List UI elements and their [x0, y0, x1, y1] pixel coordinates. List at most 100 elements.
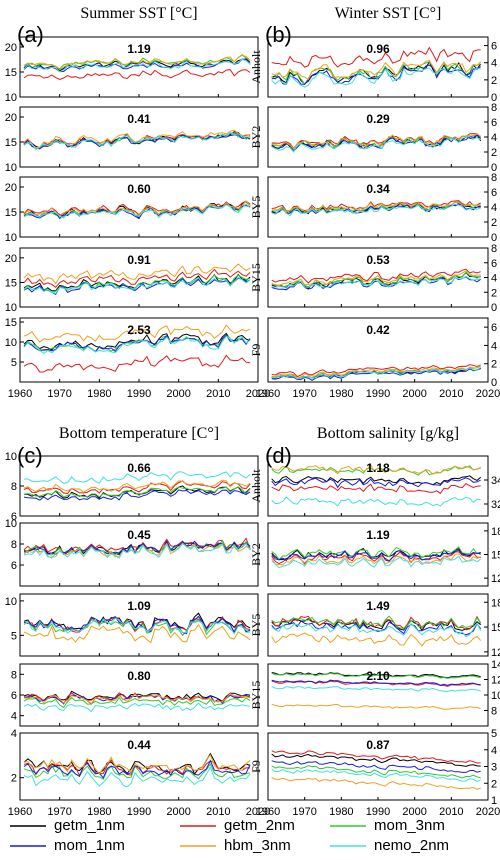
- y-tick-label: 6: [491, 258, 497, 270]
- y-tick-label: 8: [491, 243, 497, 255]
- series-line-mom_3nm: [271, 61, 481, 85]
- series-line-getm_1nm: [271, 753, 481, 767]
- panel-frame: [19, 663, 259, 727]
- y-tick-label: 20: [5, 112, 17, 124]
- x-tick-label: 2020: [476, 388, 500, 400]
- x-tick-label: 2000: [402, 388, 426, 400]
- series-line-nemo_2nm: [23, 617, 251, 635]
- y-tick-label: 8: [491, 102, 497, 114]
- y-tick-label: 4: [11, 711, 17, 723]
- station-label: BY2: [249, 543, 263, 566]
- series-line-nemo_2nm: [271, 555, 481, 569]
- legend-label-nemo_2nm: nemo_2nm: [374, 837, 449, 854]
- series-line-mom_1nm: [23, 58, 251, 73]
- series-group: [23, 537, 251, 559]
- x-tick-label: 1980: [329, 806, 353, 818]
- x-tick-label: 2000: [402, 806, 426, 818]
- panel-letter: (a): [17, 22, 44, 47]
- panel-frame: [19, 36, 259, 98]
- x-tick-label: 2010: [206, 806, 230, 818]
- panel-value-label: 1.19: [127, 42, 151, 56]
- x-tick-label: 2000: [166, 388, 190, 400]
- panel: 240.44: [11, 728, 259, 801]
- panel-value-label: 1.19: [366, 528, 390, 542]
- y-tick-label: 15: [5, 317, 17, 329]
- series-line-getm_2nm: [23, 480, 251, 495]
- x-tick-label: 1990: [127, 388, 151, 400]
- x-tick-label: 1980: [87, 388, 111, 400]
- series-line-hbm_3nm: [23, 200, 251, 217]
- series-line-getm_2nm: [271, 615, 482, 631]
- x-tick-label: 1980: [87, 806, 111, 818]
- series-line-nemo_2nm: [271, 136, 481, 153]
- y-tick-label: 8: [11, 669, 17, 681]
- panel: 12 15 18 1.19 BY2: [249, 522, 500, 587]
- series-line-hbm_3nm: [23, 693, 251, 705]
- series-line-nemo_2nm: [271, 203, 481, 217]
- panel-frame: [19, 317, 259, 383]
- series-group: [271, 546, 481, 569]
- series-group: [23, 200, 251, 220]
- panel-frame: [267, 732, 489, 801]
- series-line-hbm_3nm: [23, 623, 251, 644]
- panel: 32 34 1.18 Anholt: [249, 455, 500, 517]
- x-tick-label: 2010: [439, 806, 463, 818]
- series-line-mom_3nm: [23, 486, 251, 498]
- panel-value-label: 0.53: [366, 253, 390, 267]
- y-tick-label: 32: [491, 499, 500, 511]
- legend-label-mom_3nm: mom_3nm: [374, 817, 445, 834]
- panel: 12 15 18 1.49 BY5: [249, 593, 500, 659]
- y-tick-label: 12: [491, 647, 500, 659]
- series-line-getm_2nm: [271, 551, 481, 565]
- series-line-nemo_2nm: [23, 131, 251, 151]
- x-tick-label: 2000: [166, 806, 190, 818]
- series-line-nemo_2nm: [271, 366, 482, 380]
- series-group: [271, 463, 482, 507]
- panel: 5 10 15 2.53: [5, 317, 259, 383]
- y-tick-label: 4: [491, 58, 497, 70]
- series-line-hbm_3nm: [271, 703, 481, 710]
- y-tick-label: 15: [5, 207, 17, 219]
- series-line-nemo_2nm: [271, 496, 481, 507]
- series-group: [23, 471, 251, 501]
- series-line-getm_1nm: [23, 690, 251, 703]
- series-line-hbm_3nm: [23, 324, 251, 343]
- series-line-nemo_2nm: [271, 67, 481, 88]
- y-tick-label: 3: [491, 762, 497, 774]
- panel-frame: [267, 176, 489, 238]
- y-tick-label: 8: [491, 706, 497, 718]
- x-tick-label: 2010: [206, 388, 230, 400]
- y-tick-label: 8: [11, 539, 17, 551]
- y-tick-label: 6: [491, 41, 497, 53]
- panel-value-label: 0.80: [127, 669, 151, 683]
- series-group: [23, 612, 251, 644]
- panel: 6 8 10 0.66: [5, 451, 259, 523]
- chart-title: Winter SST [C°]: [335, 5, 442, 22]
- panel: 6 8 10 0.45: [5, 518, 259, 587]
- y-tick-label: 6: [491, 117, 497, 129]
- series-group: [23, 752, 251, 788]
- panel: 0 2 4 6 8 0.53 BY15: [249, 243, 497, 314]
- series-line-getm_2nm: [271, 482, 481, 494]
- x-tick-label: 1960: [256, 806, 280, 818]
- y-tick-label: 2: [491, 75, 497, 87]
- panel: 0 2 4 6 8 0.34 BY5: [249, 172, 497, 244]
- series-line-mom_3nm: [271, 271, 481, 288]
- series-line-mom_3nm: [23, 696, 251, 709]
- series-line-mom_1nm: [23, 489, 251, 501]
- y-tick-label: 6: [491, 322, 497, 334]
- panel: 0 2 4 6 0.42 F9: [249, 317, 497, 389]
- series-line-mom_1nm: [23, 277, 251, 295]
- y-tick-label: 4: [491, 273, 497, 285]
- y-tick-label: 10: [5, 92, 17, 104]
- panel-value-label: 1.18: [366, 461, 390, 475]
- series-line-nemo_2nm: [23, 702, 251, 713]
- series-line-hbm_3nm: [23, 263, 251, 285]
- series-line-mom_1nm: [271, 679, 481, 686]
- y-tick-label: 4: [491, 202, 497, 214]
- y-tick-label: 4: [491, 132, 497, 144]
- series-line-nemo_2nm: [23, 335, 251, 355]
- y-tick-label: 0: [491, 377, 497, 389]
- station-label: BY2: [249, 126, 263, 149]
- y-tick-label: 4: [491, 340, 497, 352]
